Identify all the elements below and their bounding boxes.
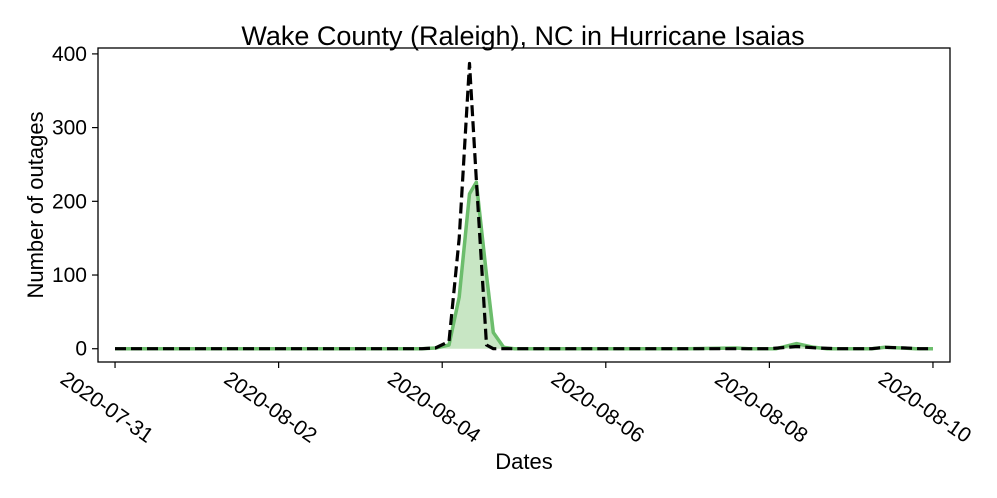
chart-title: Wake County (Raleigh), NC in Hurricane I… xyxy=(241,21,804,51)
series-1-fill xyxy=(115,182,933,349)
x-tick-label: 2020-07-31 xyxy=(56,367,157,447)
y-tick-label: 400 xyxy=(52,43,87,66)
series-1-line xyxy=(115,180,933,351)
y-axis: 0 100 200 300 400 xyxy=(52,43,98,361)
y-tick-label: 300 xyxy=(52,117,87,140)
x-axis: 2020-07-31 2020-08-02 2020-08-04 2020-08-06… xyxy=(56,362,975,448)
x-tick-label: 2020-08-02 xyxy=(220,367,321,447)
series-2-line xyxy=(115,61,933,351)
x-tick-label: 2020-08-04 xyxy=(383,367,484,448)
plot-frame xyxy=(97,47,951,363)
y-tick-label: 200 xyxy=(52,190,87,213)
x-axis-label: Dates xyxy=(495,449,552,474)
y-axis-label: Number of outages xyxy=(23,111,48,298)
y-tick-label: 100 xyxy=(52,264,87,287)
plot-area xyxy=(115,61,933,351)
y-tick-label: 0 xyxy=(75,338,87,361)
x-tick-label: 2020-08-10 xyxy=(874,367,975,447)
x-tick-label: 2020-08-06 xyxy=(547,367,648,447)
x-tick-label: 2020-08-08 xyxy=(711,367,812,447)
